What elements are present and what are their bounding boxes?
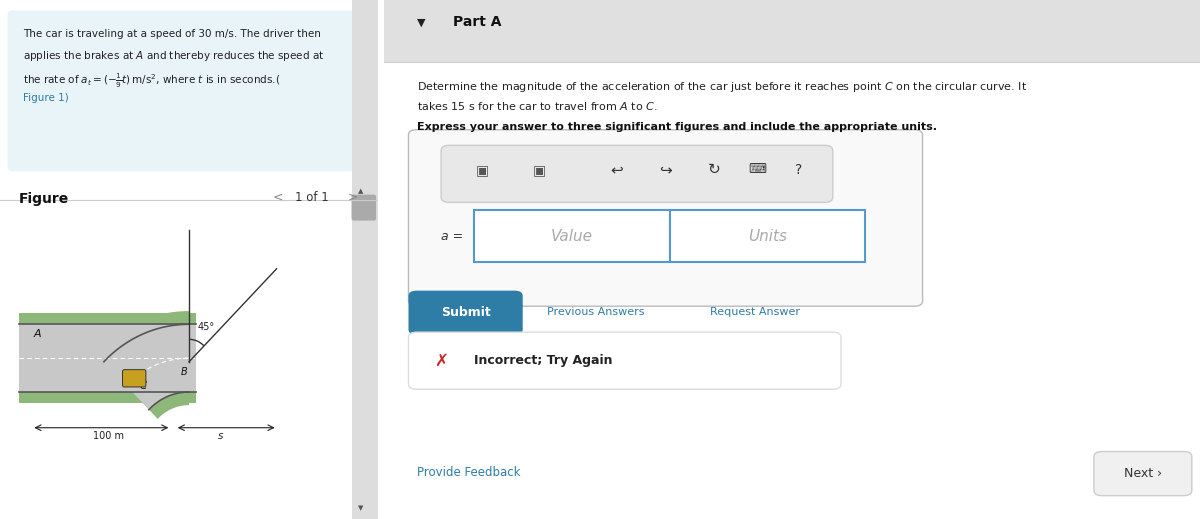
Polygon shape [95,311,190,419]
Polygon shape [19,324,196,392]
FancyBboxPatch shape [474,210,670,262]
Text: ↪: ↪ [659,162,672,177]
Text: ✗: ✗ [434,352,448,370]
Text: 45°: 45° [198,322,215,332]
Polygon shape [104,324,190,409]
FancyBboxPatch shape [352,195,376,221]
Text: ⌨: ⌨ [749,163,767,176]
FancyBboxPatch shape [352,0,378,519]
Text: ▼: ▼ [359,505,364,511]
Text: Figure: Figure [19,192,70,206]
Text: ▲: ▲ [359,188,364,195]
Text: >: > [348,191,359,204]
Text: Previous Answers: Previous Answers [547,307,644,318]
Text: ?: ? [794,163,802,176]
Text: Provide Feedback: Provide Feedback [416,466,520,479]
FancyBboxPatch shape [442,145,833,202]
Text: ▼: ▼ [416,17,425,28]
Text: $C$: $C$ [139,379,148,391]
FancyBboxPatch shape [384,0,1200,62]
Text: ▣: ▣ [475,163,488,176]
FancyBboxPatch shape [1094,452,1192,496]
Text: takes 15 s for the car to travel from $A$ to $C$.: takes 15 s for the car to travel from $A… [416,100,658,112]
Text: $s$: $s$ [217,431,224,441]
Text: Request Answer: Request Answer [710,307,800,318]
Text: ↩: ↩ [610,162,623,177]
Text: <: < [272,191,283,204]
Text: Figure 1): Figure 1) [23,93,68,103]
Text: $B$: $B$ [180,365,188,377]
Text: the rate of $a_t = (-\frac{1}{9}t)\,\mathrm{m/s^2}$, where $t$ is in seconds.(: the rate of $a_t = (-\frac{1}{9}t)\,\mat… [23,71,280,90]
Text: Express your answer to three significant figures and include the appropriate uni: Express your answer to three significant… [416,122,937,132]
FancyBboxPatch shape [7,10,371,171]
Text: Part A: Part A [454,16,502,29]
Text: 100 m: 100 m [94,431,125,441]
Text: 1 of 1: 1 of 1 [295,191,329,204]
Text: ↻: ↻ [708,162,721,177]
Text: a =: a = [442,229,463,243]
Text: The car is traveling at a speed of 30 m/s. The driver then: The car is traveling at a speed of 30 m/… [23,29,320,38]
FancyBboxPatch shape [122,370,146,387]
FancyBboxPatch shape [408,332,841,389]
Text: ▣: ▣ [533,163,546,176]
Text: $A$: $A$ [34,327,43,339]
FancyBboxPatch shape [670,210,865,262]
Text: Incorrect; Try Again: Incorrect; Try Again [474,354,612,367]
Text: Determine the magnitude of the acceleration of the car just before it reaches po: Determine the magnitude of the accelerat… [416,80,1027,94]
FancyBboxPatch shape [408,130,923,306]
Polygon shape [19,313,196,403]
Text: Value: Value [551,229,593,243]
Text: Submit: Submit [440,306,491,319]
Text: Next ›: Next › [1124,467,1162,480]
Text: Units: Units [748,229,787,243]
Text: applies the brakes at $A$ and thereby reduces the speed at: applies the brakes at $A$ and thereby re… [23,49,324,63]
FancyBboxPatch shape [408,291,523,335]
